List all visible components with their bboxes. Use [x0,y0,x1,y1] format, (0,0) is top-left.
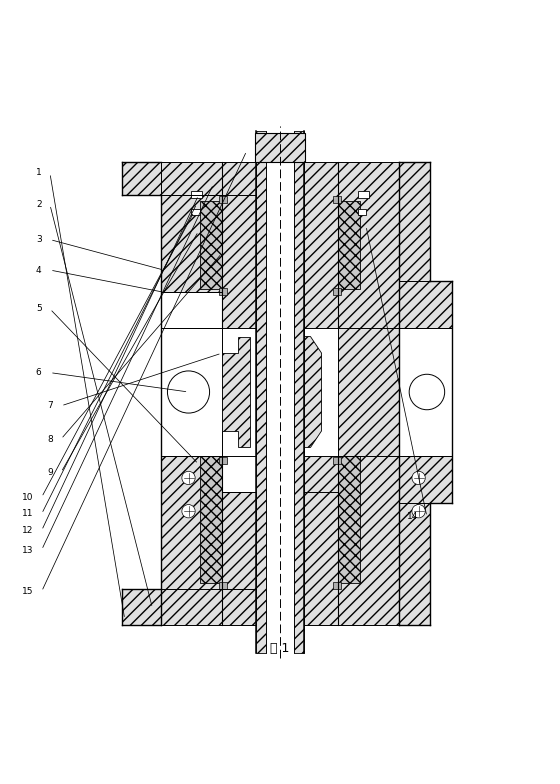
Text: 8: 8 [47,434,53,444]
Polygon shape [305,162,399,625]
Polygon shape [255,133,305,162]
Text: 10: 10 [22,493,33,502]
Text: 15: 15 [22,587,33,596]
Polygon shape [161,162,255,328]
Text: 3: 3 [36,235,41,244]
Polygon shape [338,201,361,289]
Bar [219,457,227,464]
Polygon shape [199,456,222,583]
Text: 4: 4 [36,266,41,274]
Circle shape [182,505,195,518]
Polygon shape [122,162,161,195]
Text: 13: 13 [22,546,33,554]
Polygon shape [222,336,250,448]
Bar [219,196,227,204]
Text: 2: 2 [36,200,41,209]
Polygon shape [295,132,305,652]
Polygon shape [305,336,321,448]
Polygon shape [161,456,255,625]
Polygon shape [399,456,452,503]
Circle shape [412,505,425,518]
Polygon shape [399,281,452,328]
Polygon shape [399,503,430,625]
Polygon shape [305,328,338,456]
Text: 7: 7 [47,401,53,410]
Polygon shape [338,456,361,583]
Circle shape [182,471,195,485]
Circle shape [409,374,445,410]
Text: 12: 12 [22,526,33,535]
Text: 9: 9 [47,468,53,477]
Circle shape [412,471,425,485]
Circle shape [167,371,209,413]
Bar [219,582,227,589]
Polygon shape [399,328,452,456]
Text: 14: 14 [407,512,419,521]
Text: 5: 5 [36,304,41,314]
Polygon shape [161,195,222,292]
Polygon shape [399,162,430,281]
Bar [333,196,341,204]
Text: 6: 6 [36,368,41,377]
Polygon shape [122,589,161,625]
Polygon shape [222,328,255,456]
Bar [333,582,341,589]
Bar [333,457,341,464]
Polygon shape [199,201,222,289]
Bar [219,288,227,295]
Bar [358,209,366,215]
Bar [192,209,200,215]
Text: 图 1: 图 1 [270,641,290,655]
Text: 11: 11 [22,510,33,518]
Bar [333,288,341,295]
Polygon shape [255,132,265,652]
Bar [358,191,368,198]
Polygon shape [161,328,222,456]
Bar [192,191,202,198]
Text: 1: 1 [36,169,41,177]
